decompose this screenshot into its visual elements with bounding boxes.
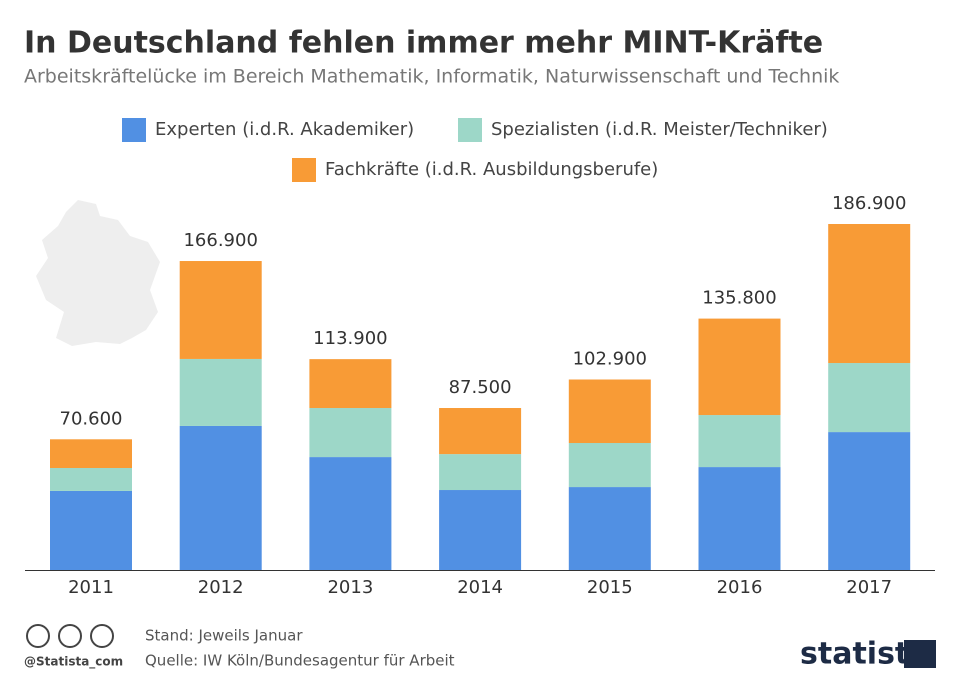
bar-segment	[439, 408, 522, 455]
total-label: 166.900	[183, 230, 257, 251]
legend-swatch	[292, 158, 316, 182]
x-tick-label: 2016	[717, 577, 763, 598]
bar-segment	[439, 454, 522, 491]
bar-segment	[698, 415, 781, 468]
bar-segment	[179, 358, 262, 426]
legend-swatch	[122, 118, 146, 142]
total-label: 87.500	[449, 377, 512, 398]
bar-segment	[309, 408, 392, 458]
bar-segment	[309, 457, 392, 570]
legend-label: Spezialisten (i.d.R. Meister/Techniker)	[491, 119, 828, 140]
bar-segment	[828, 432, 911, 570]
source: Quelle: IW Köln/Bundesagentur für Arbeit	[145, 652, 455, 670]
note: Stand: Jeweils Januar	[145, 627, 303, 645]
x-tick-label: 2013	[327, 577, 373, 598]
bar-segment	[50, 439, 132, 468]
chart-title: In Deutschland fehlen immer mehr MINT-Kr…	[24, 26, 823, 61]
x-tick-label: 2015	[587, 577, 633, 598]
bar-segment	[828, 363, 911, 433]
bar-segment	[568, 443, 651, 488]
total-label: 113.900	[313, 328, 387, 349]
chart-subtitle: Arbeitskräftelücke im Bereich Mathematik…	[24, 66, 839, 88]
x-tick-label: 2017	[846, 577, 892, 598]
legend-swatch	[458, 118, 482, 142]
bar-segment	[179, 425, 262, 570]
bar-segment	[50, 467, 132, 491]
bar-segment	[50, 490, 132, 570]
x-tick-label: 2011	[68, 577, 114, 598]
bar-segment	[179, 261, 262, 359]
legend-label: Fachkräfte (i.d.R. Ausbildungsberufe)	[325, 159, 658, 180]
total-label: 70.600	[60, 408, 123, 429]
bar-segment	[698, 318, 781, 416]
cc-icons	[26, 624, 114, 648]
x-tick-label: 2014	[457, 577, 503, 598]
credit: @Statista_com	[24, 655, 123, 670]
total-label: 102.900	[573, 349, 647, 370]
x-tick-label: 2012	[198, 577, 244, 598]
total-label: 135.800	[702, 288, 776, 309]
bar-segment	[568, 379, 651, 444]
bar-segment	[698, 467, 781, 570]
bar-segment	[568, 487, 651, 570]
legend-label: Experten (i.d.R. Akademiker)	[155, 119, 414, 140]
bar-segment	[828, 224, 911, 364]
bar-segment	[309, 359, 392, 409]
map-germany	[36, 200, 160, 346]
total-label: 186.900	[832, 193, 906, 214]
bar-segment	[439, 490, 522, 570]
logo-mark	[904, 640, 936, 668]
